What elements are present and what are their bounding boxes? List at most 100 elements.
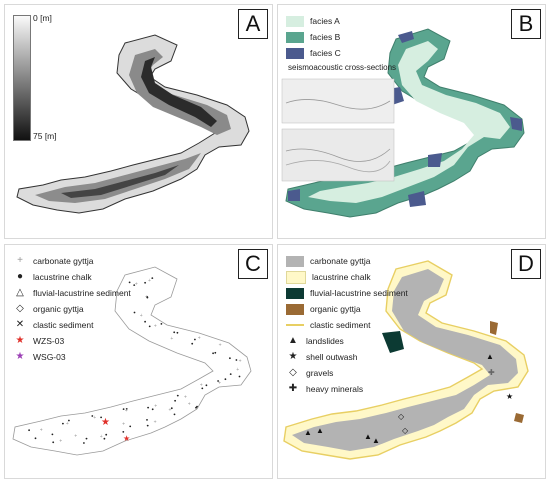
carbonate-gyttja-point: +	[239, 359, 242, 365]
organic-gyttja-patch-2	[514, 413, 524, 423]
landslide-marker: ▲	[364, 432, 372, 441]
legend-item-facies-b: facies B	[286, 29, 341, 45]
legend-label: shell outwash	[306, 352, 358, 362]
gravels-marker: ◇	[398, 412, 405, 421]
map-symbols: ▲ ▲ ▲ ▲ ▲ ★ ◇ ◇ ✚	[304, 352, 513, 445]
lacustrine-chalk-point	[105, 433, 108, 436]
lacustrine-chalk-point	[170, 407, 173, 410]
lacustrine-chalk-point	[91, 415, 94, 417]
lacustrine-chalk-point	[214, 351, 217, 354]
lacustrine-chalk-point	[205, 384, 208, 387]
landslide-marker: ▲	[372, 436, 380, 445]
sediment-map: ▲ ▲ ▲ ▲ ▲ ★ ◇ ◇ ✚	[283, 260, 529, 460]
panel-letter-b: B	[511, 9, 541, 39]
legend-item-shell-outwash: ★ shell outwash	[286, 349, 408, 365]
lacustrine-chalk-point	[129, 425, 132, 428]
clastic-sediment-rim	[283, 260, 529, 460]
lacustrine-chalk-point	[151, 277, 154, 279]
wzs-03-marker-2: ★	[123, 434, 130, 443]
legend-label: clastic sediment	[33, 320, 94, 330]
panel-letter-d: D	[511, 249, 541, 279]
lacustrine-chalk-point	[146, 424, 149, 427]
legend-item-wzs-03: ★ WZS-03	[13, 333, 131, 349]
facies-legend: facies A facies B facies C	[286, 13, 341, 61]
carbonate-gyttja-point: +	[184, 394, 187, 400]
fluvial-lacustrine-patch	[382, 331, 404, 353]
lacustrine-chalk-point	[28, 429, 30, 432]
lacustrine-chalk-point	[144, 281, 147, 284]
diamond-icon: ◇	[16, 303, 24, 314]
carbonate-gyttja-point: +	[66, 421, 69, 427]
legend-item-lacustrine-chalk: lacustrine chalk	[286, 269, 408, 285]
facies-c-patches	[288, 31, 522, 207]
panel-d-sediments: ▲ ▲ ▲ ▲ ▲ ★ ◇ ◇ ✚ carbonate gyttja lacus…	[277, 244, 546, 479]
triangle-icon: △	[16, 287, 24, 298]
carbonate-gyttja-point: +	[218, 380, 221, 386]
lacustrine-chalk-point	[147, 406, 150, 409]
legend-label: gravels	[306, 368, 334, 378]
legend-label: heavy minerals	[306, 384, 364, 394]
carbonate-gyttja-point: +	[188, 402, 191, 408]
heavy-minerals-marker: ✚	[488, 368, 495, 377]
legend-label: lacustrine chalk	[312, 272, 371, 282]
lacustrine-chalk-point	[160, 323, 163, 325]
legend-label: organic gyttja	[310, 304, 361, 314]
legend-item-carbonate-gyttja: carbonate gyttja	[286, 253, 408, 269]
carbonate-gyttja-point: +	[145, 294, 148, 300]
legend-label: WSG-03	[33, 352, 66, 362]
plus-icon: +	[17, 255, 23, 266]
facies-a-area	[308, 41, 510, 203]
gravels-marker: ◇	[402, 426, 409, 435]
legend-item-organic-gyttja: organic gyttja	[286, 301, 408, 317]
carbonate-gyttja-area	[292, 269, 518, 451]
carbonate-gyttja-point: +	[74, 434, 77, 440]
legend-label: WZS-03	[33, 336, 65, 346]
legend-label: carbonate gyttja	[33, 256, 94, 266]
carbonate-gyttja-point: +	[198, 335, 201, 341]
lacustrine-chalk-point	[125, 408, 128, 410]
carbonate-gyttja-point: +	[122, 422, 125, 428]
lacustrine-chalk-point	[133, 284, 136, 286]
carbonate-gyttja-point: +	[40, 428, 43, 434]
lacustrine-chalk-point	[176, 394, 179, 397]
lacustrine-chalk-swatch	[286, 270, 306, 284]
sample-points: ++++++ +++++++++++++++++++	[28, 277, 242, 445]
carbonate-gyttja-point: +	[93, 415, 96, 421]
lacustrine-chalk-point	[100, 416, 102, 419]
shell-outwash-marker: ★	[506, 392, 513, 401]
legend-label: lacustrine chalk	[33, 272, 92, 282]
panel-letter-a: A	[238, 9, 268, 39]
landslide-marker: ▲	[486, 352, 494, 361]
legend-item-organic-gyttja: ◇ organic gyttja	[13, 301, 131, 317]
sample-points-map: ++++++ +++++++++++++++++++ ★ ★	[12, 266, 252, 456]
lacustrine-chalk-point	[176, 331, 179, 334]
carbonate-gyttja-point: +	[148, 278, 151, 284]
legend-item-facies-a: facies A	[286, 13, 341, 29]
lacustrine-chalk-point	[229, 357, 231, 360]
legend-item-fluvial-lacustrine: fluvial-lacustrine sediment	[286, 285, 408, 301]
depth-scale-bottom-label: 75 [m]	[33, 131, 57, 141]
legend-label: facies B	[310, 32, 341, 42]
carbonate-gyttja-point: +	[135, 282, 138, 288]
legend-item-landslides: ▲ landslides	[286, 333, 408, 349]
legend-label: landslides	[306, 336, 344, 346]
legend-label: clastic sediment	[310, 320, 371, 330]
carbonate-gyttja-point: +	[236, 367, 239, 373]
panel-letter-c: C	[238, 249, 268, 279]
star-icon: ★	[288, 351, 298, 362]
carbonate-gyttja-point: +	[59, 439, 62, 445]
wzs-03-marker: ★	[101, 417, 110, 428]
carbonate-gyttja-point: +	[219, 342, 222, 348]
carbonate-gyttja-swatch	[286, 255, 304, 267]
depth-color-scale	[13, 15, 31, 141]
lacustrine-chalk-point	[146, 296, 149, 299]
lacustrine-chalk-point	[144, 320, 147, 323]
dot-icon: ●	[16, 271, 24, 282]
lacustrine-chalk-point	[174, 399, 177, 402]
legend-label: organic gyttja	[33, 304, 84, 314]
cross-plus-icon: ✚	[288, 383, 298, 394]
legend-label: facies C	[310, 48, 341, 58]
legend-item-carbonate-gyttja: + carbonate gyttja	[13, 253, 131, 269]
panel-b-facies: facies A facies B facies C seismoacousti…	[277, 4, 546, 239]
seismoacoustic-sections	[281, 78, 395, 182]
